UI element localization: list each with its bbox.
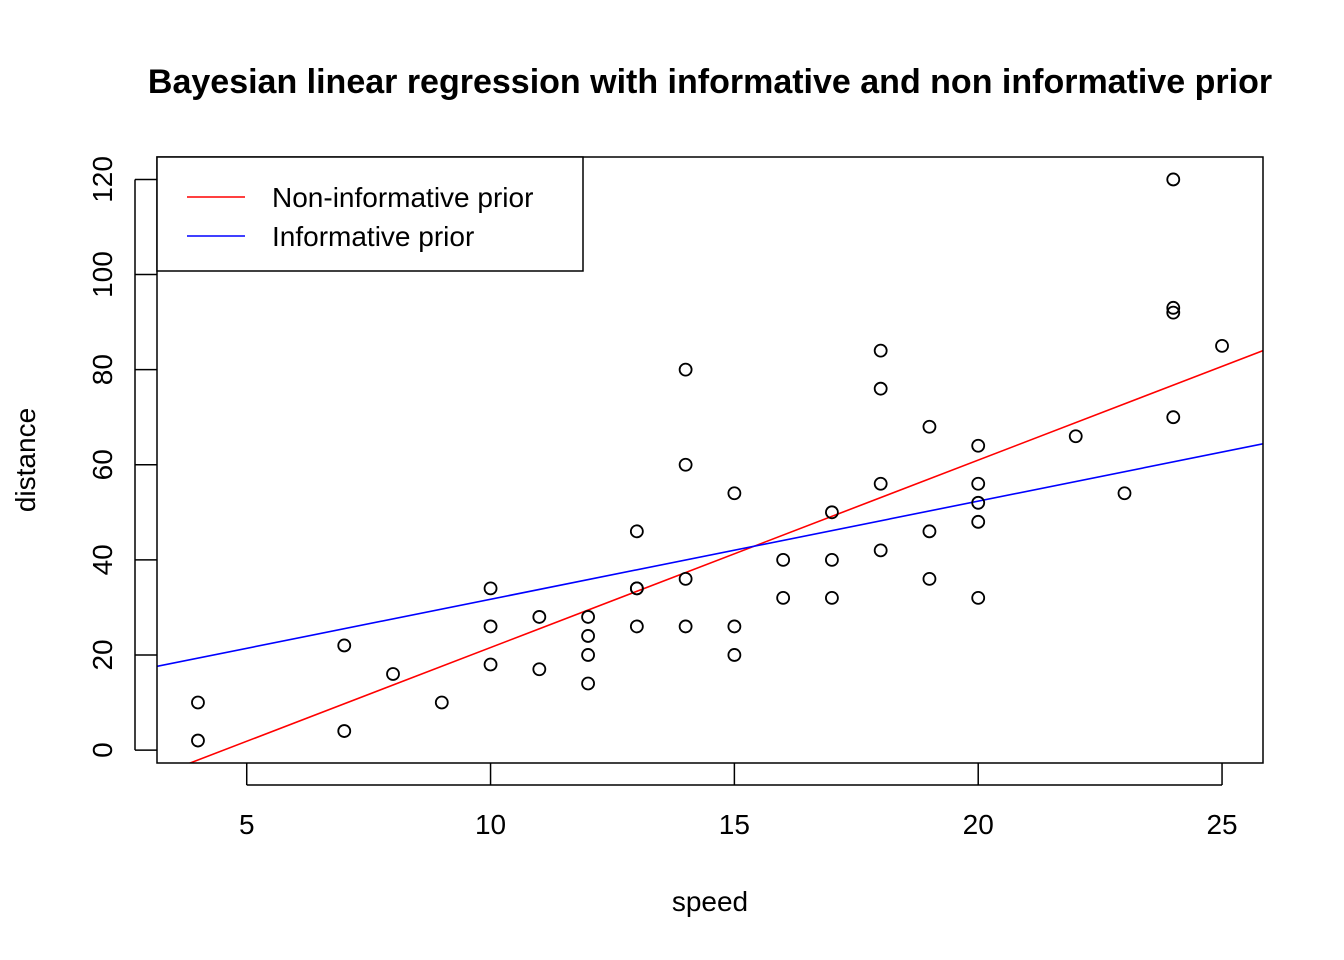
data-point (971, 591, 986, 605)
data-point (727, 648, 742, 662)
data-point (1117, 486, 1132, 501)
data-point (873, 543, 888, 558)
legend: Non-informative prior Informative prior (156, 156, 584, 272)
x-axis: 5 10 15 20 25 (239, 763, 1238, 840)
data-point (337, 724, 352, 738)
data-point (922, 419, 937, 434)
data-point (434, 695, 449, 710)
data-point (825, 591, 839, 605)
data-point (629, 581, 644, 596)
data-point (532, 610, 547, 624)
data-point (386, 667, 400, 681)
data-point (629, 619, 644, 634)
data-point (873, 343, 888, 358)
data-point (581, 676, 595, 691)
data-point (776, 552, 791, 567)
data-point (483, 657, 498, 672)
data-point (581, 610, 595, 624)
legend-box (156, 156, 584, 272)
data-point (678, 362, 693, 377)
regression-line-informative (157, 443, 1263, 668)
y-tick-label: 80 (87, 354, 118, 385)
x-tick-label: 5 (239, 809, 255, 840)
legend-label-non-informative: Non-informative prior (272, 182, 533, 213)
data-point (1068, 429, 1083, 444)
y-axis: 0 20 40 60 80 100 120 (87, 156, 157, 758)
data-point (971, 495, 986, 510)
data-point (678, 619, 693, 634)
data-point (825, 552, 839, 567)
data-point (191, 695, 205, 710)
data-point (971, 514, 986, 529)
data-point (532, 662, 547, 677)
plot-area (157, 172, 1263, 763)
data-point (1166, 410, 1181, 425)
data-point (922, 571, 937, 586)
data-point (1166, 305, 1181, 320)
data-point (971, 476, 986, 491)
data-point (825, 505, 839, 520)
y-axis-label: distance (10, 408, 41, 512)
data-point (629, 524, 644, 539)
data-point (581, 629, 595, 643)
data-point (727, 619, 742, 634)
data-point (483, 619, 498, 634)
data-point (581, 648, 595, 662)
y-tick-label: 40 (87, 544, 118, 575)
y-tick-label: 60 (87, 449, 118, 480)
data-point (191, 733, 205, 748)
legend-label-informative: Informative prior (272, 221, 474, 252)
x-axis-label: speed (672, 886, 748, 917)
data-point (922, 524, 937, 539)
data-point (776, 591, 791, 605)
data-point (678, 457, 693, 472)
data-point (1166, 172, 1181, 187)
x-tick-label: 25 (1206, 809, 1237, 840)
chart-title: Bayesian linear regression with informat… (148, 63, 1272, 101)
data-point (483, 581, 498, 596)
x-tick-label: 10 (475, 809, 506, 840)
x-tick-label: 15 (719, 809, 750, 840)
plot-frame (156, 156, 1264, 764)
y-tick-label: 20 (87, 639, 118, 670)
x-tick-label: 20 (963, 809, 994, 840)
data-point (727, 486, 742, 501)
data-point (678, 571, 693, 586)
y-tick-label: 120 (87, 156, 118, 203)
regression-line-non-informative (187, 349, 1263, 763)
data-point (873, 381, 888, 396)
data-point (1166, 300, 1181, 315)
y-tick-label: 0 (87, 742, 118, 758)
data-point (337, 638, 352, 653)
data-point (873, 476, 888, 491)
y-tick-label: 100 (87, 251, 118, 298)
data-point (971, 438, 986, 453)
data-point (1215, 338, 1229, 353)
